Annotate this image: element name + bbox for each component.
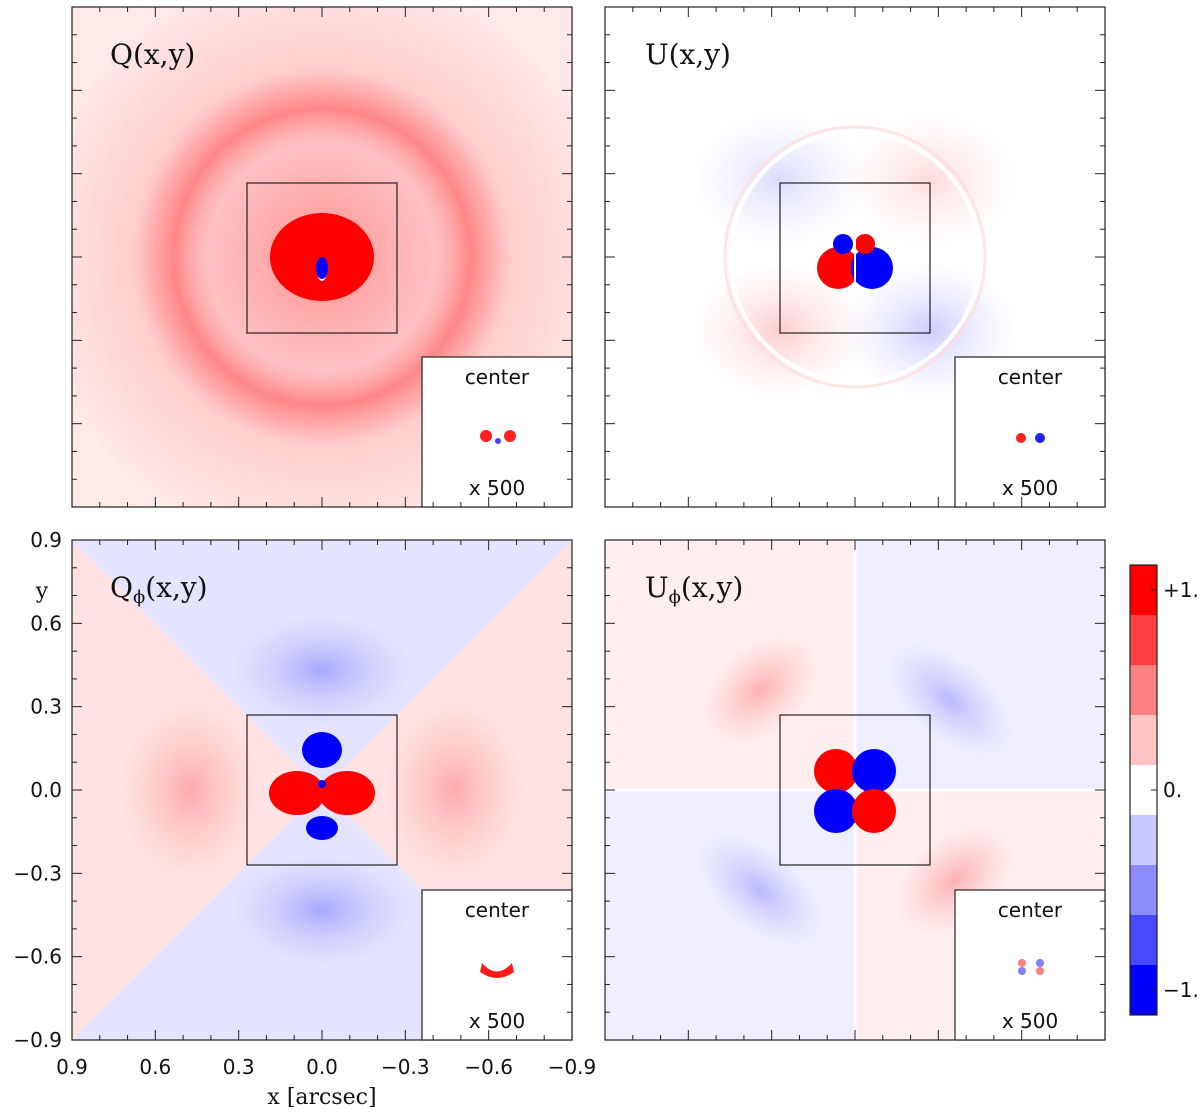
u-phi-inset-title: center (998, 898, 1063, 922)
u-ticks (604, 6, 1106, 508)
q-phi-zoom-box (246, 714, 398, 866)
q-phi-inset-title: center (465, 898, 530, 922)
x-tick-label: 0.6 (139, 1055, 171, 1079)
u-phi-ticks (604, 539, 1106, 1041)
u-inset: center x 500 (954, 356, 1106, 508)
q-phi-title: Qϕ(x,y) (110, 571, 208, 608)
colorbar-level (1130, 815, 1157, 866)
q-inset-title: center (465, 365, 530, 389)
colorbar-tick-label: +1. (1163, 578, 1199, 602)
u-phi-title: Uϕ(x,y) (645, 571, 743, 608)
q-phi-inset: center x 500 (421, 889, 573, 1041)
y-tick-label: −0.3 (13, 861, 62, 885)
y-tick-label: −0.9 (13, 1028, 62, 1052)
y-tick-label: 0.6 (30, 611, 62, 635)
colorbar-level (1130, 865, 1157, 916)
colorbar-tick-label: −1. (1163, 978, 1199, 1002)
colorbar-level (1130, 615, 1157, 666)
u-title: U(x,y) (645, 38, 731, 71)
q-phi-inset-scale: x 500 (469, 1009, 525, 1033)
u-phi-inset-scale: x 500 (1002, 1009, 1058, 1033)
panel-u: center x 500 U(x,y) (604, 6, 1106, 508)
x-tick-label: −0.9 (548, 1055, 597, 1079)
q-title: Q(x,y) (110, 38, 195, 71)
colorbar-level (1130, 715, 1157, 766)
colorbar-level (1130, 915, 1157, 966)
q-ticks (71, 6, 573, 508)
y-axis-label: y (35, 579, 49, 604)
x-tick-label: 0.9 (56, 1055, 88, 1079)
x-tick-label: 0.0 (306, 1055, 338, 1079)
q-zoom-box (246, 182, 398, 334)
q-inset: center x 500 (421, 356, 573, 508)
q-phi-ticks (71, 539, 573, 1041)
y-tick-label: 0.0 (30, 778, 62, 802)
y-tick-label: 0.9 (30, 528, 62, 552)
x-tick-label: −0.6 (464, 1055, 513, 1079)
u-phi-zoom-box (779, 714, 931, 866)
x-tick-label: −0.3 (381, 1055, 430, 1079)
panel-q-phi: center x 500 Qϕ(x,y) 0.9 0.6 0.3 0.0 −0.3 −0.… (13, 528, 596, 1110)
u-phi-inset: center x 500 (954, 889, 1106, 1041)
colorbar-level (1130, 665, 1157, 716)
colorbar: +1. 0. −1. (1129, 564, 1199, 1016)
x-tick-labels: 0.9 0.6 0.3 0.0 −0.3 −0.6 −0.9 (56, 1055, 596, 1079)
x-tick-label: 0.3 (223, 1055, 255, 1079)
y-tick-label: 0.3 (30, 695, 62, 719)
y-tick-label: −0.6 (13, 945, 62, 969)
u-inset-scale: x 500 (1002, 476, 1058, 500)
u-zoom-box (779, 182, 931, 334)
colorbar-tick-label: 0. (1163, 778, 1182, 802)
panel-u-phi: center x 500 Uϕ(x,y) (604, 539, 1106, 1041)
u-inset-title: center (998, 365, 1063, 389)
y-tick-labels: 0.9 0.6 0.3 0.0 −0.3 −0.6 −0.9 (13, 528, 62, 1052)
panel-q: center x 500 Q(x,y) (71, 6, 573, 508)
u-image (605, 7, 1105, 507)
x-axis-label: x [arcsec] (267, 1085, 376, 1110)
q-inset-scale: x 500 (469, 476, 525, 500)
